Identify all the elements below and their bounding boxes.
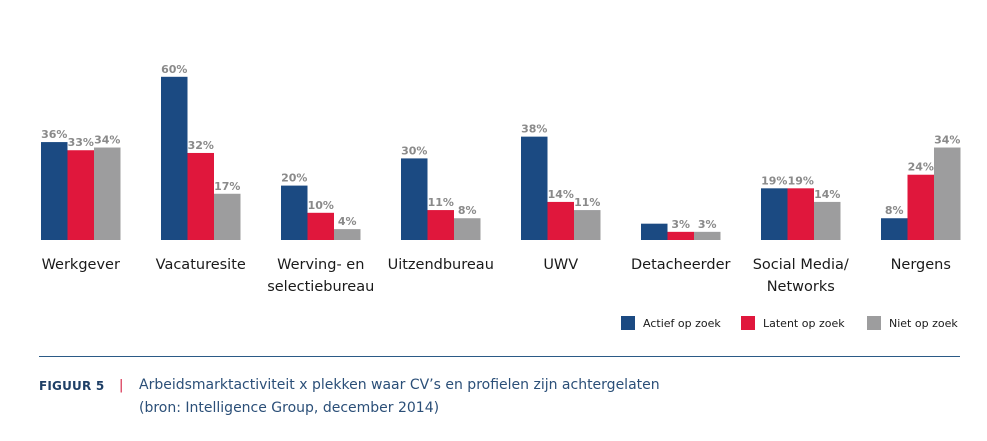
value-label-latent-op-zoek-social-media-networks: 19% [788,174,814,187]
value-label-niet-op-zoek-werkgever: 34% [94,134,120,147]
bar-niet-op-zoek-nergens [934,147,961,240]
bar-latent-op-zoek-nergens [907,174,934,240]
bar-latent-op-zoek-detacheerder [667,231,694,240]
bar-niet-op-zoek-werving-en-selectiebureau [334,229,361,240]
value-label-latent-op-zoek-uwv: 14% [548,188,574,201]
value-label-niet-op-zoek-werving-en-selectiebureau: 4% [338,215,357,228]
bar-latent-op-zoek-werkgever [67,150,94,240]
value-label-niet-op-zoek-social-media-networks: 14% [814,188,840,201]
value-label-latent-op-zoek-detacheerder: 3% [671,218,690,231]
category-label-detacheerder: Detacheerder [631,257,730,273]
category-label-nergens: Nergens [891,257,951,273]
value-label-latent-op-zoek-werkgever: 33% [68,136,94,149]
value-label-actief-op-zoek-werkgever: 36% [41,128,67,141]
legend-label-latent-op-zoek: Latent op zoek [763,317,845,330]
bar-actief-op-zoek-werving-en-selectiebureau [281,185,308,240]
bar-chart: 36%33% 34%Werkgever60%32%17%Vacaturesite2… [41,63,961,330]
bar-niet-op-zoek-detacheerder [694,231,721,240]
caption-divider [39,356,960,357]
value-label-latent-op-zoek-vacaturesite: 32% [188,139,214,152]
value-label-niet-op-zoek-detacheerder: 3% [698,218,717,231]
category-label-werving-en-selectiebureau-line-2: selectiebureau [267,279,374,295]
bar-actief-op-zoek-nergens [881,218,908,240]
value-label-actief-op-zoek-uwv: 38% [521,123,547,136]
bar-actief-op-zoek-detacheerder [641,223,668,240]
bar-latent-op-zoek-werving-en-selectiebureau [307,212,334,240]
category-label-werkgever: Werkgever [42,257,120,273]
category-label-werving-en-selectiebureau: Werving- en [277,257,364,273]
value-label-actief-op-zoek-social-media-networks: 19% [761,174,787,187]
value-label-latent-op-zoek-nergens: 24% [908,161,934,174]
legend-swatch-actief-op-zoek [621,316,635,330]
legend-label-actief-op-zoek: Actief op zoek [643,317,721,330]
figure-title: Arbeidsmarktactiviteit x plekken waar CV… [139,377,660,393]
bar-actief-op-zoek-social-media-networks [761,188,788,240]
caption-separator: | [119,378,124,393]
bar-latent-op-zoek-social-media-networks [787,188,814,240]
bar-niet-op-zoek-social-media-networks [814,201,841,240]
bar-niet-op-zoek-vacaturesite [214,193,241,240]
legend-swatch-latent-op-zoek [741,316,755,330]
bar-actief-op-zoek-vacaturesite [161,76,188,240]
legend-label-niet-op-zoek: Niet op zoek [889,317,958,330]
value-label-actief-op-zoek-vacaturesite: 60% [161,63,187,76]
figure-source: (bron: Intelligence Group, december 2014… [139,400,440,416]
value-label-actief-op-zoek-nergens: 8% [885,204,904,217]
value-label-niet-op-zoek-uitzendbureau: 8% [458,204,477,217]
figure-label: FIGUUR 5 [39,379,105,393]
bar-latent-op-zoek-vacaturesite [187,152,214,240]
value-label-actief-op-zoek-werving-en-selectiebureau: 20% [281,172,307,185]
bar-actief-op-zoek-uwv [521,136,548,240]
legend-swatch-niet-op-zoek [867,316,881,330]
value-label-niet-op-zoek-nergens: 34% [934,134,960,147]
bar-niet-op-zoek-uwv [574,210,601,240]
value-label-niet-op-zoek-vacaturesite: 17% [214,180,240,193]
value-label-latent-op-zoek-uitzendbureau: 11% [428,196,454,209]
bar-latent-op-zoek-uwv [547,201,574,240]
category-label-social-media-networks-line-2: Networks [767,279,835,295]
bar-niet-op-zoek-werkgever [94,147,121,240]
category-label-vacaturesite: Vacaturesite [156,257,246,273]
value-label-latent-op-zoek-werving-en-selectiebureau: 10% [308,199,334,212]
bar-actief-op-zoek-uitzendbureau [401,158,428,240]
category-label-social-media-networks: Social Media/ [753,257,849,273]
value-label-actief-op-zoek-uitzendbureau: 30% [401,144,427,157]
category-label-uitzendbureau: Uitzendbureau [388,257,494,273]
category-label-uwv: UWV [543,257,578,273]
bar-latent-op-zoek-uitzendbureau [427,210,454,240]
bar-actief-op-zoek-werkgever [41,142,68,240]
bar-niet-op-zoek-uitzendbureau [454,218,481,240]
value-label-niet-op-zoek-uwv: 11% [574,196,600,209]
